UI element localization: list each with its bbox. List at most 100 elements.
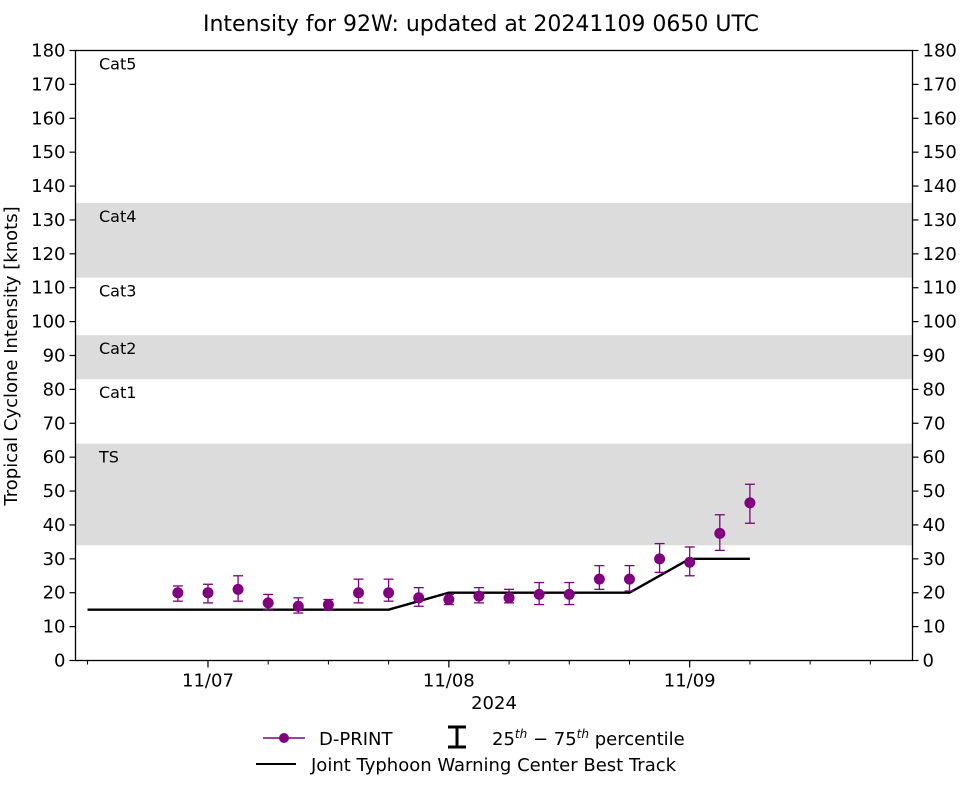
- y-tick-label-right: 100: [923, 312, 957, 333]
- band-cat4: [75, 203, 913, 278]
- y-tick-label-right: 130: [923, 210, 957, 231]
- x-tick-label: 11/08: [423, 671, 475, 692]
- y-tick-label-right: 10: [923, 617, 946, 638]
- y-tick-label-left: 30: [43, 549, 66, 570]
- y-tick-label-right: 150: [923, 142, 957, 163]
- y-tick-label-right: 70: [923, 413, 946, 434]
- y-tick-label-left: 100: [31, 312, 65, 333]
- y-tick-label-left: 60: [43, 447, 66, 468]
- dprint-marker: [563, 588, 575, 600]
- y-tick-label-left: 120: [31, 244, 65, 265]
- y-tick-label-left: 10: [43, 617, 66, 638]
- dprint-marker: [202, 587, 214, 599]
- dprint-point: [262, 593, 274, 611]
- y-tick-label-right: 170: [923, 74, 957, 95]
- dprint-point: [684, 546, 696, 577]
- dprint-marker: [232, 583, 244, 595]
- y-tick-label-right: 20: [923, 583, 946, 604]
- dprint-marker: [533, 588, 545, 600]
- band-label-cat4: Cat4: [99, 207, 136, 226]
- dprint-marker: [353, 587, 365, 599]
- category-bands: [75, 203, 913, 546]
- dprint-point: [503, 588, 515, 604]
- legend: D-PRINT 25th − 75th percentile Joint Typ…: [256, 725, 685, 776]
- y-tick-label-left: 0: [54, 651, 65, 672]
- y-axis-right: 0 10 20 30 40 50 60 70 80 90 100 110 120 130 140 150 160…: [912, 41, 957, 672]
- dprint-marker: [292, 600, 304, 612]
- dprint-point: [473, 586, 485, 604]
- dprint-marker: [623, 573, 635, 585]
- y-tick-label-left: 40: [43, 515, 66, 536]
- dprint-series: [172, 483, 756, 614]
- dprint-point: [714, 514, 726, 552]
- dprint-marker: [744, 497, 756, 509]
- x-tick-label: 11/07: [182, 671, 234, 692]
- legend-percentile-label: 25th − 75th percentile: [492, 727, 685, 750]
- x-axis-label: 2024: [471, 693, 517, 714]
- band-cat2: [75, 335, 913, 380]
- y-axis-label: Tropical Cyclone Intensity [knots]: [1, 206, 22, 506]
- dprint-marker: [413, 592, 425, 604]
- y-tick-label-right: 90: [923, 346, 946, 367]
- band-label-ts: TS: [98, 448, 119, 467]
- dprint-marker: [322, 599, 334, 611]
- y-tick-label-left: 140: [31, 176, 65, 197]
- dprint-point: [563, 581, 575, 606]
- legend-best-track-label: Joint Typhoon Warning Center Best Track: [310, 755, 677, 776]
- dprint-marker: [714, 527, 726, 539]
- y-tick-label-left: 160: [31, 108, 65, 129]
- dprint-point: [593, 564, 605, 590]
- dprint-point: [172, 585, 184, 602]
- category-labels: TS Cat1 Cat2 Cat3 Cat4 Cat5: [98, 55, 136, 467]
- y-tick-label-right: 0: [923, 651, 934, 672]
- legend-errorbar-icon: [448, 725, 466, 749]
- plot-frame: [74, 49, 914, 662]
- chart-title: Intensity for 92W: updated at 20241109 0…: [203, 12, 759, 37]
- y-tick-label-right: 180: [923, 41, 957, 62]
- dprint-marker: [443, 594, 455, 605]
- y-tick-label-left: 70: [43, 413, 66, 434]
- y-tick-label-right: 120: [923, 244, 957, 265]
- band-label-cat1: Cat1: [99, 383, 136, 402]
- y-tick-label-left: 130: [31, 210, 65, 231]
- y-tick-label-left: 110: [31, 278, 65, 299]
- legend-dprint-marker-icon: [279, 733, 289, 743]
- x-axis: 11/07 11/08 11/09: [87, 660, 871, 692]
- dprint-point: [744, 483, 756, 524]
- dprint-marker: [262, 597, 274, 609]
- y-tick-label-left: 90: [43, 346, 66, 367]
- x-tick-label: 11/09: [664, 671, 716, 692]
- y-tick-label-right: 80: [923, 379, 946, 400]
- dprint-point: [413, 586, 425, 607]
- dprint-point: [533, 581, 545, 606]
- y-tick-label-right: 50: [923, 481, 946, 502]
- dprint-marker: [503, 592, 515, 604]
- y-tick-label-left: 180: [31, 41, 65, 62]
- dprint-point: [383, 578, 395, 602]
- dprint-marker: [593, 573, 605, 585]
- dprint-point: [322, 598, 334, 611]
- band-label-cat2: Cat2: [99, 339, 136, 358]
- dprint-marker: [172, 587, 184, 599]
- dprint-point: [654, 542, 666, 574]
- dprint-marker: [684, 556, 696, 568]
- dprint-point: [623, 564, 635, 592]
- band-label-cat5: Cat5: [99, 55, 136, 74]
- y-tick-label-left: 80: [43, 379, 66, 400]
- y-tick-label-left: 150: [31, 142, 65, 163]
- y-tick-label-right: 30: [923, 549, 946, 570]
- y-tick-label-left: 170: [31, 74, 65, 95]
- dprint-marker: [383, 587, 395, 599]
- dprint-marker: [473, 590, 485, 602]
- y-tick-label-right: 160: [923, 108, 957, 129]
- y-tick-label-right: 60: [923, 447, 946, 468]
- legend-dprint-label: D-PRINT: [319, 729, 393, 750]
- y-tick-label-right: 110: [923, 278, 957, 299]
- dprint-point: [232, 575, 244, 602]
- y-tick-label-left: 20: [43, 583, 66, 604]
- band-ts: [75, 443, 913, 546]
- y-tick-label-right: 40: [923, 515, 946, 536]
- y-axis-left: 0 10 20 30 40 50 60 70 80 90 100 110 120 130 140 150 160…: [31, 41, 76, 672]
- dprint-point: [353, 578, 365, 604]
